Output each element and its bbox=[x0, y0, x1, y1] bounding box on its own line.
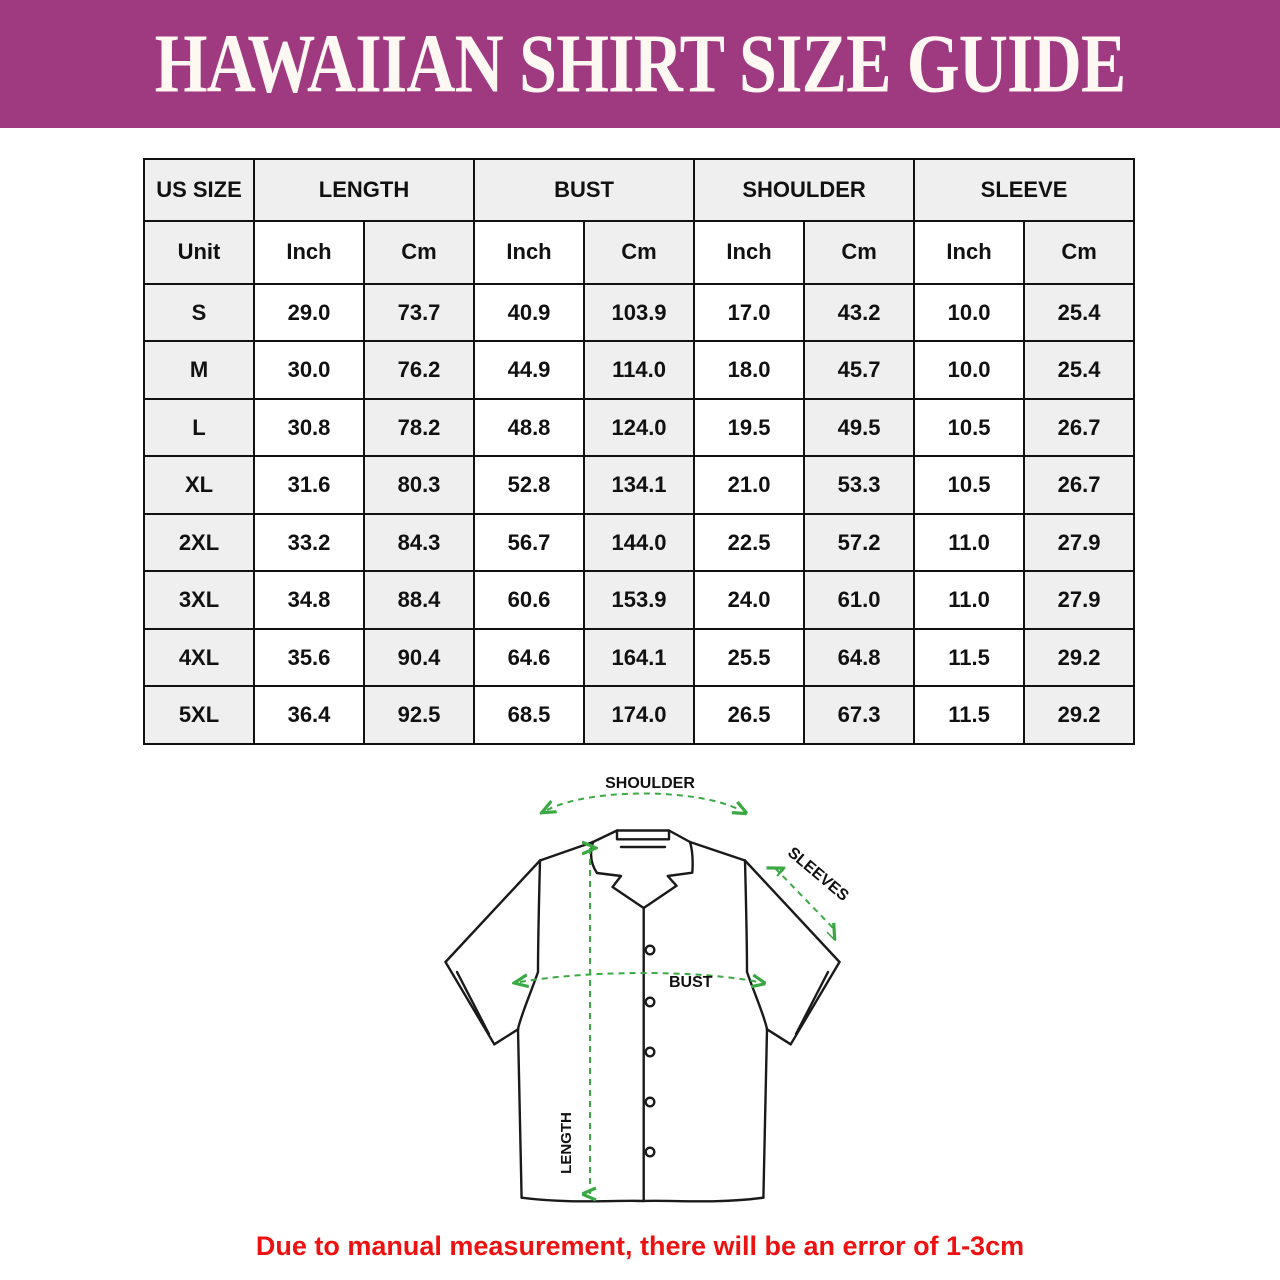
svg-text:SLEEVES: SLEEVES bbox=[784, 844, 852, 905]
svg-text:BUST: BUST bbox=[669, 974, 713, 991]
svg-text:LENGTH: LENGTH bbox=[558, 1112, 575, 1174]
svg-text:SHOULDER: SHOULDER bbox=[605, 775, 695, 792]
